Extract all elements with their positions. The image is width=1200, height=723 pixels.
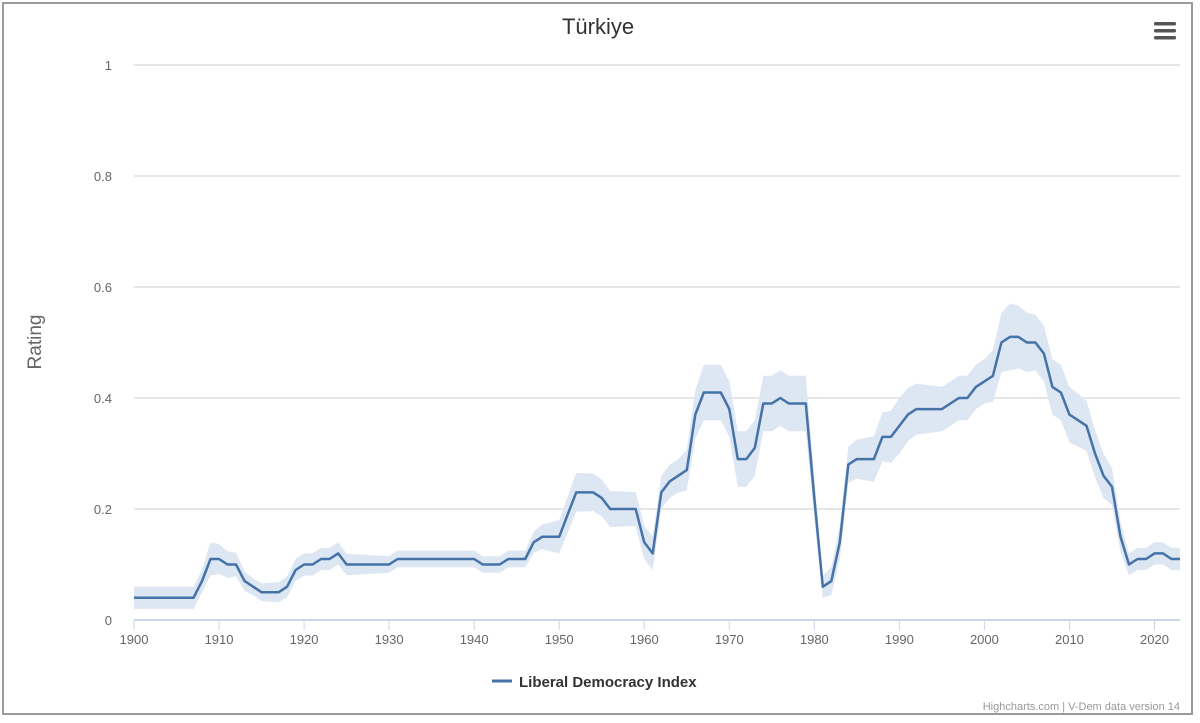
x-tick-label: 1960 [630,632,659,647]
x-tick-label: 1940 [460,632,489,647]
credits-text[interactable]: Highcharts.com | V-Dem data version 14 [983,701,1180,713]
legend-label: Liberal Democracy Index [519,674,697,691]
y-tick-label: 1 [105,58,112,73]
confidence-band [134,303,1180,609]
y-tick-label: 0.8 [94,169,112,184]
x-tick-label: 1990 [885,632,914,647]
y-axis-label: Rating [25,315,46,370]
chart-menu-button[interactable] [1148,16,1182,46]
hamburger-menu-icon [1154,22,1176,40]
x-tick-label: 2010 [1055,632,1084,647]
legend-item[interactable]: Liberal Democracy Index [492,674,697,691]
y-tick-label: 0.4 [94,391,112,406]
y-tick-label: 0 [105,613,112,628]
x-tick-label: 1910 [205,632,234,647]
series-lines [134,335,1180,600]
x-tick-label: 2000 [970,632,999,647]
chart-title: Türkiye [562,14,634,39]
x-tick-label: 1970 [715,632,744,647]
confidence-band-area [134,303,1180,609]
x-tick-label: 1920 [290,632,319,647]
x-tick-label: 2020 [1140,632,1169,647]
x-tick-label: 1980 [800,632,829,647]
y-tick-label: 0.6 [94,280,112,295]
series-line-liberal-democracy-index[interactable] [134,335,1180,600]
legend[interactable]: Liberal Democracy Index [492,674,697,691]
x-tick-label: 1950 [545,632,574,647]
y-tick-label: 0.2 [94,502,112,517]
y-axis: 0 0.2 0.4 0.6 0.8 1 [94,58,112,628]
grid-lines [134,64,1180,510]
x-axis: 1900 1910 1920 1930 1940 1950 1960 1970 1980 1990… [120,619,1180,647]
x-tick-label: 1930 [375,632,404,647]
x-tick-label: 1900 [120,632,149,647]
